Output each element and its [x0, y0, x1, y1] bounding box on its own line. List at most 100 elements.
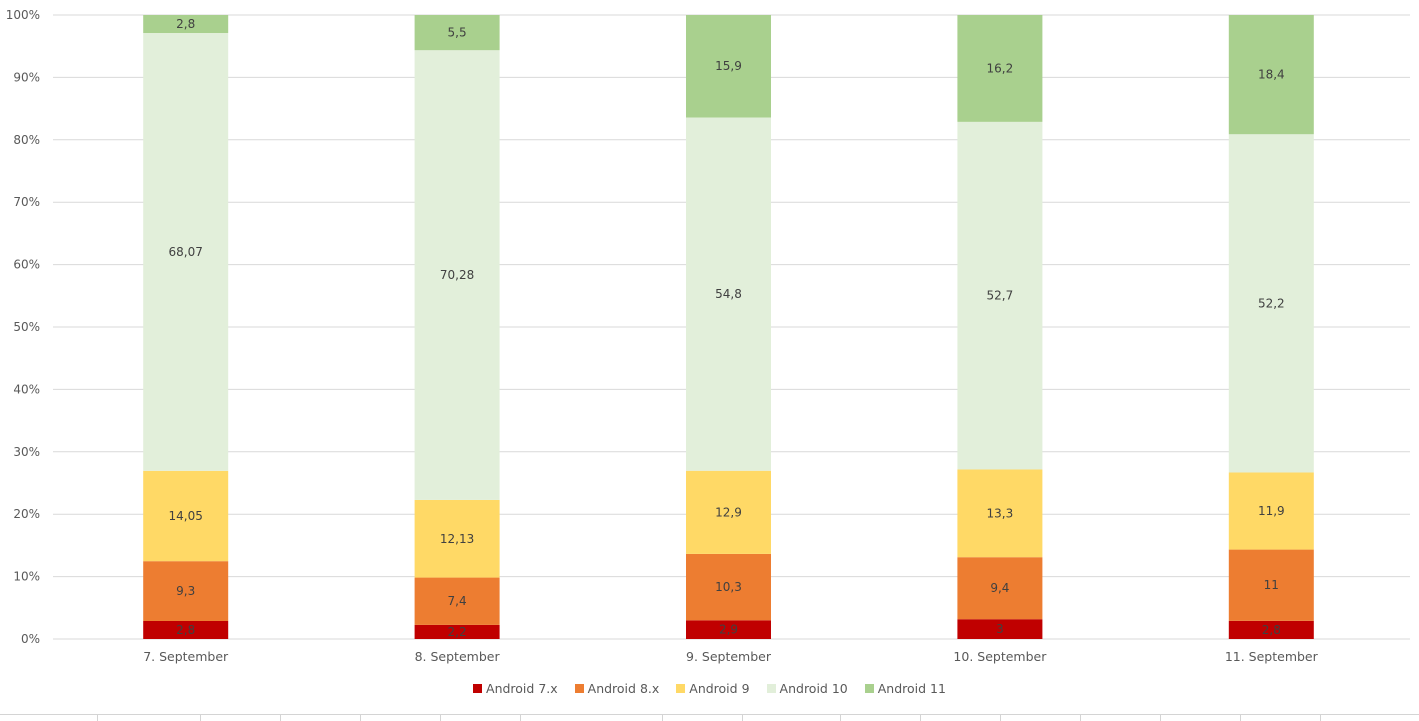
y-tick-label: 60% [13, 258, 40, 272]
data-label: 52,2 [1258, 296, 1285, 310]
cell-border [1160, 715, 1161, 721]
data-label: 9,3 [176, 584, 195, 598]
bar-segment [414, 577, 500, 625]
legend-swatch [864, 684, 874, 693]
bar-segment [414, 499, 500, 578]
data-label: 9,4 [990, 581, 1009, 595]
bar-segment [143, 620, 229, 639]
y-tick-label: 20% [13, 507, 40, 521]
bar-segment [957, 619, 1043, 639]
cell-border [742, 715, 743, 721]
bar-segment [414, 624, 500, 639]
bar-segment [957, 15, 1043, 122]
y-tick-label: 90% [13, 70, 40, 84]
bar-segment [957, 469, 1043, 558]
data-label: 18,4 [1258, 68, 1285, 82]
bar-segment [686, 15, 771, 118]
legend-swatch [676, 684, 686, 693]
cell-border [200, 715, 201, 721]
bar-segment [686, 470, 771, 554]
y-tick-label: 70% [13, 195, 40, 209]
cell-border [360, 715, 361, 721]
cell-border [662, 715, 663, 721]
data-label: 2,8 [1262, 623, 1281, 637]
bar-segment [143, 15, 229, 34]
data-label: 5,5 [448, 26, 467, 40]
bar-segment [957, 121, 1043, 470]
cell-border [97, 715, 98, 721]
cell-border [840, 715, 841, 721]
data-label: 2,8 [176, 623, 195, 637]
legend-item: Android 7.x [473, 681, 558, 696]
bar-segment [1228, 472, 1314, 550]
cell-border [520, 715, 521, 721]
data-label: 16,2 [987, 61, 1014, 75]
legend-swatch [473, 684, 483, 693]
bar-segment [414, 50, 500, 500]
data-label: 70,28 [440, 268, 474, 282]
data-label: 3 [996, 622, 1004, 636]
stacked-bar-chart: 0% 10% 20% 30% 40% 50% 60% 70% 80% 90% 100% 2,8 9,3… [6, 8, 1410, 664]
cell-border [280, 715, 281, 721]
y-tick-label: 80% [13, 133, 40, 147]
data-label: 13,3 [987, 506, 1014, 520]
y-axis-ticks: 0% 10% 20% 30% 40% 50% 60% 70% 80% 90% 100% [6, 8, 40, 646]
data-label: 54,8 [715, 287, 742, 301]
legend-swatch [574, 684, 584, 693]
bar-segment [1228, 620, 1314, 639]
bar-stack: 3 9,4 13,3 52,7 16,2 [957, 15, 1043, 639]
bars: 2,89,314,0568,072,82,27,412,1370,285,52,… [143, 15, 1314, 639]
bar-segment [1228, 549, 1314, 621]
x-tick-label: 10. September [953, 649, 1047, 664]
y-tick-label: 100% [6, 8, 40, 22]
x-tick-label: 11. September [1225, 649, 1319, 664]
bar-stack: 2,9 10,3 12,9 54,8 15,9 [686, 15, 771, 639]
cell-border [1080, 715, 1081, 721]
cell-border [1320, 715, 1321, 721]
data-label: 15,9 [715, 59, 742, 73]
legend-label: Android 9 [689, 681, 750, 696]
legend-item: Android 8.x [574, 681, 659, 696]
data-label: 12,13 [440, 532, 474, 546]
bar-segment [414, 15, 500, 51]
bar-segment [143, 470, 229, 562]
y-tick-label: 30% [13, 445, 40, 459]
cell-border [1000, 715, 1001, 721]
spreadsheet-gridlines [0, 714, 1419, 721]
x-tick-label: 9. September [686, 649, 772, 664]
data-label: 2,8 [176, 17, 195, 31]
x-tick-label: 7. September [143, 649, 229, 664]
data-label: 7,4 [448, 594, 467, 608]
bar-segment [143, 33, 229, 471]
y-tick-label: 0% [21, 632, 40, 646]
data-label: 2,2 [448, 625, 467, 639]
legend-label: Android 7.x [486, 681, 558, 696]
bar-segment [686, 620, 771, 639]
data-label: 11,9 [1258, 504, 1285, 518]
data-label: 68,07 [169, 245, 203, 259]
y-tick-label: 50% [13, 320, 40, 334]
data-label: 11 [1264, 578, 1279, 592]
bar-segment [143, 561, 229, 621]
legend-item: Android 11 [864, 681, 946, 696]
legend-swatch [766, 684, 776, 693]
bar-segment [1228, 15, 1314, 135]
bar-segment [686, 553, 771, 621]
cell-border [920, 715, 921, 721]
legend-item: Android 10 [766, 681, 848, 696]
cell-border [440, 715, 441, 721]
legend-item: Android 9 [676, 681, 750, 696]
data-label: 2,9 [719, 623, 738, 637]
bar-stack: 2,8 9,3 14,05 68,07 2,8 [143, 15, 229, 639]
legend: Android 7.x Android 8.x Android 9 Android 1… [0, 681, 1419, 696]
data-label: 14,05 [169, 509, 203, 523]
data-label: 12,9 [715, 505, 742, 519]
y-tick-label: 10% [13, 570, 40, 584]
x-axis-labels: 7. September 8. September 9. September 10. … [143, 649, 1318, 664]
bar-stack: 2,2 7,4 12,13 70,28 5,5 [414, 15, 500, 639]
bar-segment [957, 557, 1043, 620]
bar-segment [1228, 134, 1314, 473]
y-tick-label: 40% [13, 382, 40, 396]
bar-segment [686, 117, 771, 471]
bar-stack: 2,8 11 11,9 52,2 18,4 [1228, 15, 1314, 639]
